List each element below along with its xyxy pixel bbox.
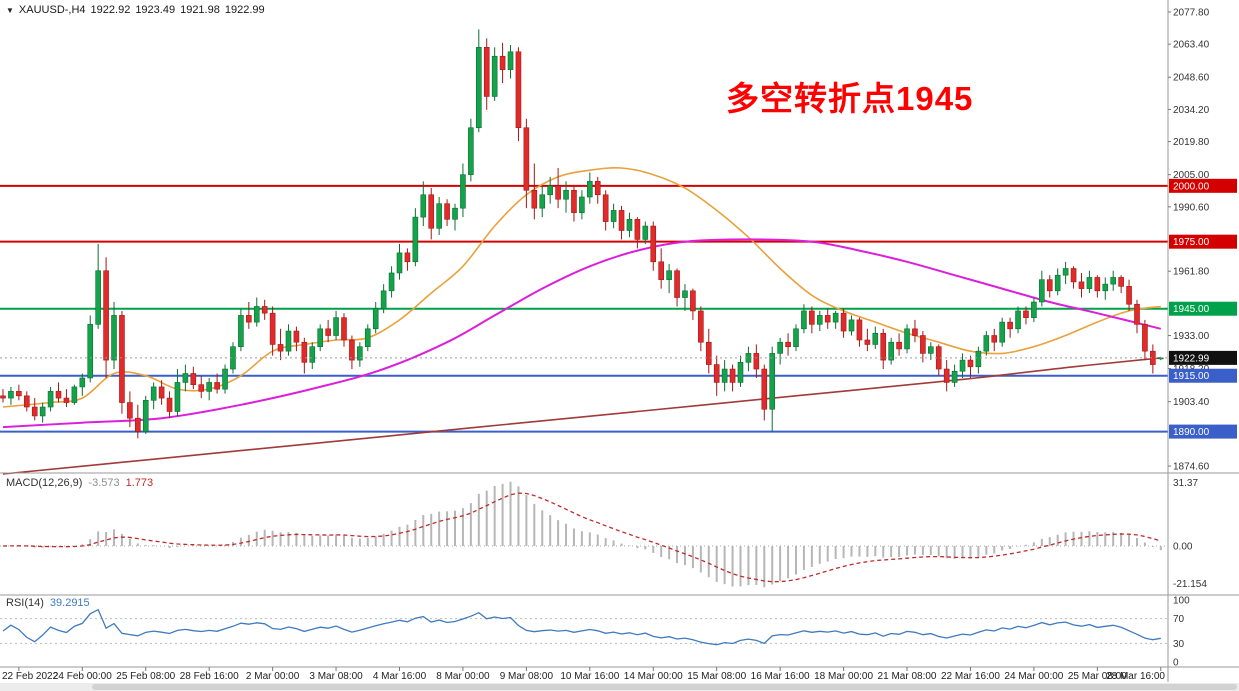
svg-text:24 Feb 00:00: 24 Feb 00:00 [53,671,112,682]
ma-mid-line [2,238,1162,429]
current-price-badge [1169,350,1237,365]
svg-text:21 Mar 08:00: 21 Mar 08:00 [878,671,937,682]
svg-text:1890.00: 1890.00 [1173,427,1210,438]
svg-text:70: 70 [1173,614,1185,625]
svg-text:1990.60: 1990.60 [1173,202,1210,213]
svg-text:1961.80: 1961.80 [1173,267,1210,278]
svg-text:0: 0 [1173,658,1179,669]
macd-label: MACD(12,26,9) -3.573 1.773 [6,477,153,489]
ohlc-open: 1922.92 [90,4,131,16]
svg-text:22 Feb 2022: 22 Feb 2022 [2,671,59,682]
rsi-label: RSI(14) 39.2915 [6,597,90,609]
ohlc-close: 1922.99 [224,4,265,16]
svg-text:15 Mar 08:00: 15 Mar 08:00 [687,671,746,682]
svg-text:1915.00: 1915.00 [1173,371,1210,382]
svg-text:2000.00: 2000.00 [1173,181,1210,192]
macd-name: MACD(12,26,9) [6,477,83,489]
svg-text:2034.20: 2034.20 [1173,105,1210,116]
svg-text:2 Mar 00:00: 2 Mar 00:00 [246,671,300,682]
svg-text:8 Mar 00:00: 8 Mar 00:00 [436,671,490,682]
symbol-name: XAUUSD-,H4 [18,4,86,16]
annotation-text: 多空转折点1945 [726,80,974,117]
svg-text:1922.99: 1922.99 [1173,353,1210,364]
svg-text:2019.80: 2019.80 [1173,137,1210,148]
scrollbar-thumb[interactable] [92,684,1237,690]
svg-text:30: 30 [1173,639,1185,650]
svg-text:24 Mar 00:00: 24 Mar 00:00 [1004,671,1063,682]
macd-main-value: -3.573 [88,477,120,489]
svg-text:2048.60: 2048.60 [1173,73,1210,84]
svg-text:18 Mar 00:00: 18 Mar 00:00 [814,671,873,682]
macd-layer [0,481,1168,588]
svg-text:1945.00: 1945.00 [1173,304,1210,315]
svg-text:2063.40: 2063.40 [1173,40,1210,51]
svg-text:1874.60: 1874.60 [1173,462,1210,473]
candles-layer [0,29,1164,439]
svg-text:9 Mar 08:00: 9 Mar 08:00 [500,671,554,682]
rsi-layer [0,608,1168,646]
svg-text:10 Mar 16:00: 10 Mar 16:00 [560,671,619,682]
svg-text:1975.00: 1975.00 [1173,237,1210,248]
price-badge [1169,301,1237,316]
svg-text:16 Mar 16:00: 16 Mar 16:00 [751,671,810,682]
svg-text:1903.40: 1903.40 [1173,397,1210,408]
svg-text:4 Mar 16:00: 4 Mar 16:00 [373,671,427,682]
price-axis: 2077.80 2063.40 2048.60 2034.20 2019.80 2005.… [1168,8,1237,669]
rsi-value: 39.2915 [49,597,90,609]
svg-text:2077.80: 2077.80 [1173,8,1210,19]
rsi-name: RSI(14) [6,597,44,609]
svg-text:-21.154: -21.154 [1173,579,1207,590]
svg-text:25 Mar 08:00: 25 Mar 08:00 [1068,671,1127,682]
symbol-info: ▼ XAUUSD-,H4 1922.92 1923.49 1921.98 192… [6,4,265,16]
svg-text:28 Feb 16:00: 28 Feb 16:00 [180,671,239,682]
h-scrollbar[interactable] [0,683,1239,691]
svg-text:100: 100 [1173,596,1190,607]
svg-text:3 Mar 08:00: 3 Mar 08:00 [309,671,363,682]
svg-text:2005.00: 2005.00 [1173,170,1210,181]
ohlc-low: 1921.98 [180,4,220,16]
svg-text:22 Mar 16:00: 22 Mar 16:00 [941,671,1000,682]
svg-text:31.37: 31.37 [1173,478,1198,489]
svg-text:0.00: 0.00 [1173,542,1193,553]
price-badge [1169,424,1237,439]
svg-text:1933.00: 1933.00 [1173,331,1210,342]
ohlc-high: 1923.49 [135,4,176,16]
price-badge [1169,234,1237,249]
price-badge [1169,368,1237,383]
svg-text:28 Mar 16:00: 28 Mar 16:00 [1106,671,1165,682]
svg-text:25 Feb 08:00: 25 Feb 08:00 [116,671,175,682]
chart-marker-icon[interactable]: ▼ [6,5,14,15]
ma-slow-line [2,357,1161,475]
macd-signal-value: 1.773 [125,477,154,489]
price-badge [1169,178,1237,193]
svg-text:14 Mar 00:00: 14 Mar 00:00 [624,671,683,682]
